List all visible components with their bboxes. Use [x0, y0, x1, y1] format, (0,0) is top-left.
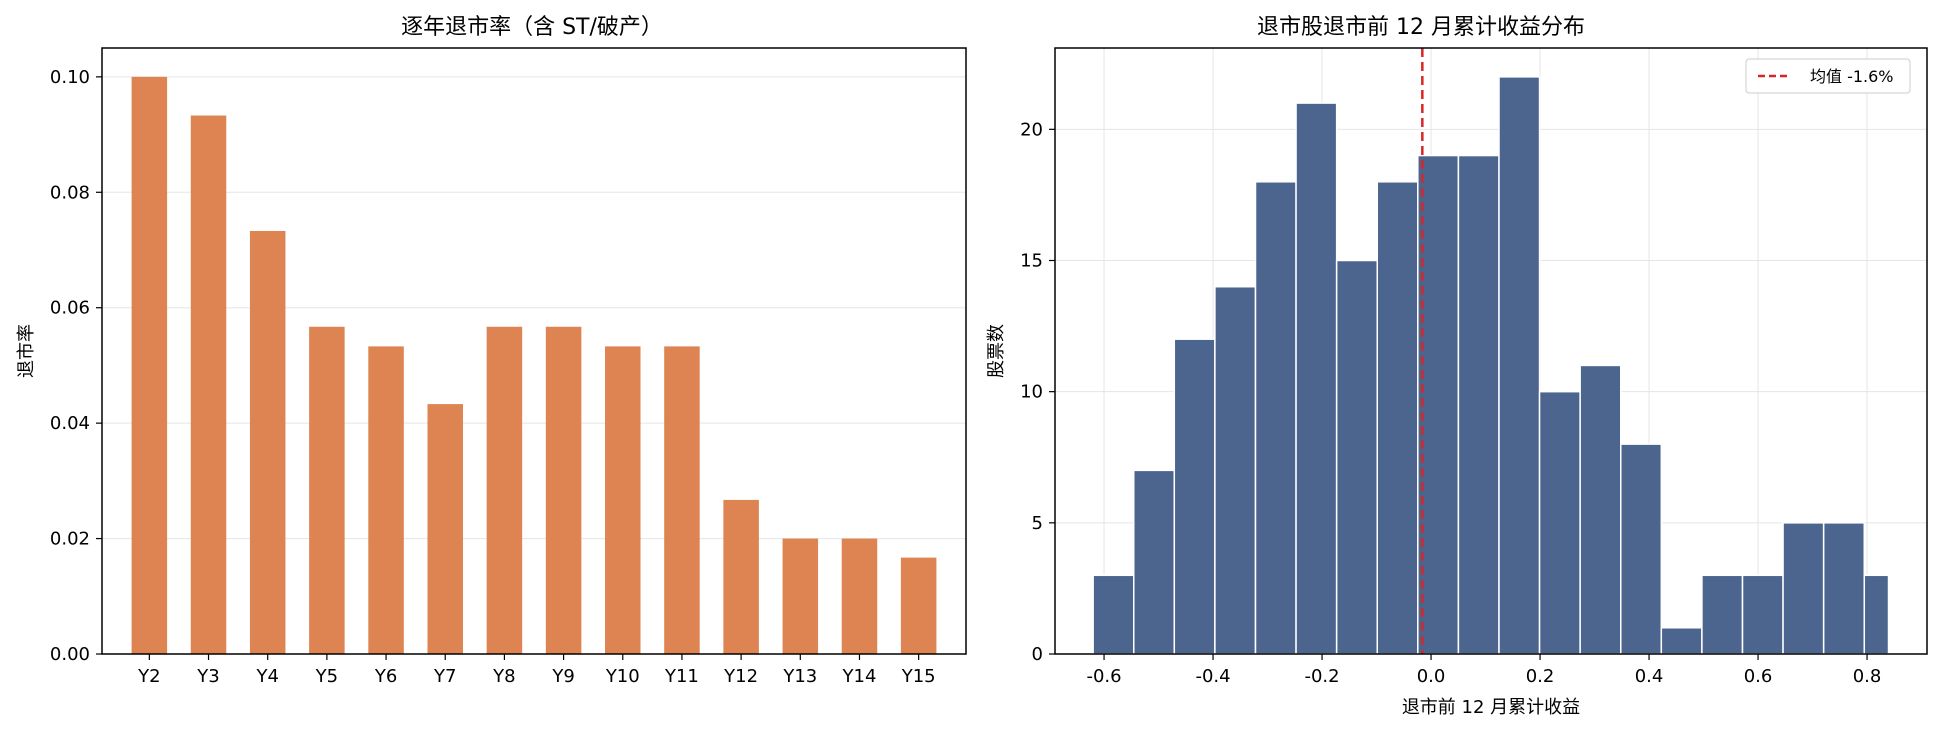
x-tick-label: Y11	[664, 666, 699, 687]
bar-chart-frame	[101, 47, 967, 655]
bar	[309, 326, 345, 654]
x-tick-label: Y9	[551, 666, 574, 687]
histogram-bar	[1376, 181, 1419, 655]
histogram-bar	[1498, 76, 1541, 655]
bar-chart-bars	[131, 76, 937, 655]
histogram-bar	[1254, 181, 1297, 655]
y-tick-label: 0.02	[50, 529, 90, 550]
x-tick-label: Y2	[137, 666, 160, 687]
bar	[249, 230, 286, 654]
y-tick-label: 0.06	[50, 298, 90, 319]
x-tick-label: -0.6	[1086, 666, 1121, 687]
bar-chart-panel: 逐年退市率（含 ST/破产） 0.000.020.040.060.080.10 …	[16, 15, 967, 687]
y-tick-label: 0.10	[50, 67, 90, 88]
histogram-bar	[1782, 522, 1825, 655]
x-tick-label: Y10	[605, 666, 640, 687]
histogram-bar	[1214, 285, 1257, 655]
legend-mean-label: 均值 -1.6%	[1810, 67, 1894, 86]
histogram-bar	[1822, 522, 1866, 655]
histogram-bar	[1579, 364, 1622, 655]
x-tick-label: Y15	[901, 666, 936, 687]
histogram-bars	[1092, 76, 1890, 655]
bar	[900, 557, 937, 654]
x-tick-label: Y13	[782, 666, 817, 687]
histogram-frame	[1054, 47, 1928, 655]
bar	[427, 404, 463, 654]
x-tick-label: 0.4	[1635, 666, 1664, 687]
x-tick-label: Y4	[255, 666, 278, 687]
x-tick-label: Y6	[374, 666, 397, 687]
histogram-bar	[1092, 574, 1135, 655]
histogram-title: 退市股退市前 12 月累计收益分布	[1257, 15, 1585, 40]
histogram-bar	[1863, 574, 1890, 655]
histogram-bar	[1457, 154, 1500, 655]
x-tick-label: 0.0	[1417, 666, 1446, 687]
x-tick-label: Y8	[492, 666, 515, 687]
bar	[605, 346, 641, 654]
bar	[664, 346, 700, 654]
histogram-panel: 退市股退市前 12 月累计收益分布 0 5 10 15 20 -0.6 -0.4 -0.2 0…	[986, 15, 1928, 718]
bar	[368, 346, 404, 654]
histogram-bar	[1660, 627, 1703, 655]
histogram-bar	[1295, 102, 1338, 655]
x-tick-label: Y7	[433, 666, 456, 687]
histogram-bar	[1335, 259, 1379, 655]
x-tick-label: -0.4	[1195, 666, 1230, 687]
y-tick-label: 0.08	[50, 182, 90, 203]
x-tick-label: 0.6	[1744, 666, 1773, 687]
histogram-bar	[1741, 574, 1784, 655]
histogram-bar	[1133, 469, 1176, 655]
x-tick-label: Y5	[315, 666, 338, 687]
y-tick-label: 5	[1032, 513, 1043, 534]
histogram-legend: 均值 -1.6%	[1745, 58, 1911, 94]
histogram-y-axis-label: 股票数	[986, 324, 1007, 378]
histogram-bar	[1417, 154, 1460, 655]
x-tick-label: 0.8	[1853, 666, 1882, 687]
histogram-x-ticks: -0.6 -0.4 -0.2 0.0 0.2 0.4 0.6 0.8	[1086, 654, 1881, 687]
bar-chart-y-ticks: 0.00 0.02 0.04 0.06 0.08 0.10	[50, 67, 102, 665]
histogram-bar	[1620, 443, 1663, 655]
x-tick-label: Y14	[842, 666, 877, 687]
x-tick-label: Y12	[723, 666, 758, 687]
bar	[131, 76, 168, 655]
bar	[723, 499, 759, 654]
x-tick-label: 0.2	[1526, 666, 1555, 687]
x-tick-label: -0.2	[1304, 666, 1339, 687]
y-tick-label: 0	[1032, 644, 1043, 665]
bar-chart-x-ticks: Y2 Y3 Y4 Y5 Y6 Y7 Y8 Y9 Y10 Y11 Y12 Y13 Y14 Y15	[137, 654, 936, 687]
bar	[486, 326, 523, 654]
histogram-bar	[1538, 390, 1581, 655]
bar-chart-y-axis-label: 退市率	[16, 324, 37, 378]
bar-chart-title: 逐年退市率（含 ST/破产）	[401, 15, 663, 40]
histogram-y-ticks: 0 5 10 15 20	[1020, 119, 1055, 665]
bar	[782, 538, 819, 654]
bar	[545, 326, 582, 654]
y-tick-label: 0.00	[50, 644, 90, 665]
bar	[841, 538, 878, 654]
histogram-bar	[1173, 338, 1216, 655]
x-tick-label: Y3	[196, 666, 219, 687]
y-tick-label: 15	[1020, 250, 1043, 271]
histogram-bar	[1701, 574, 1744, 655]
legend-box	[1745, 58, 1911, 94]
y-tick-label: 0.04	[50, 413, 90, 434]
y-tick-label: 20	[1020, 119, 1043, 140]
histogram-x-axis-label: 退市前 12 月累计收益	[1402, 697, 1580, 718]
y-tick-label: 10	[1020, 382, 1043, 403]
bar	[190, 115, 227, 655]
bar-chart-gridlines	[102, 76, 966, 655]
